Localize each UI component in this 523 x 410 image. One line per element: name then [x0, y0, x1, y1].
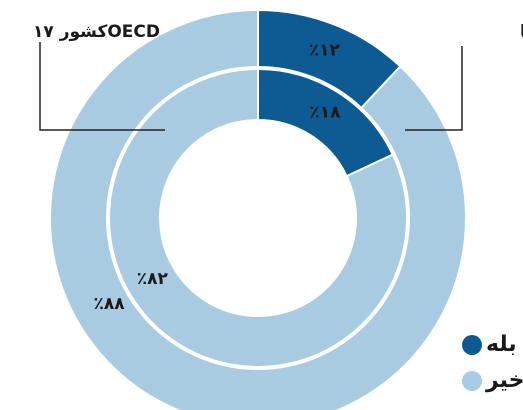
legend-swatch	[462, 371, 482, 391]
leader-line	[39, 42, 165, 131]
legend-label: بله	[486, 332, 517, 357]
leader-line	[405, 46, 463, 131]
legend-label: خیر	[485, 368, 523, 393]
donut-slice	[108, 67, 408, 368]
series-name: همهٔ ۲۵ تا	[520, 22, 523, 42]
value-label: ٪۸۲	[137, 269, 169, 289]
value-label: ٪۱۸	[309, 102, 341, 122]
series-name: ۱۷ کشورOECD	[33, 22, 160, 42]
value-label: ٪۱۲	[309, 41, 341, 61]
legend-swatch	[462, 335, 482, 355]
donut-slice	[49, 8, 467, 410]
value-label: ٪۸۸	[93, 294, 125, 314]
